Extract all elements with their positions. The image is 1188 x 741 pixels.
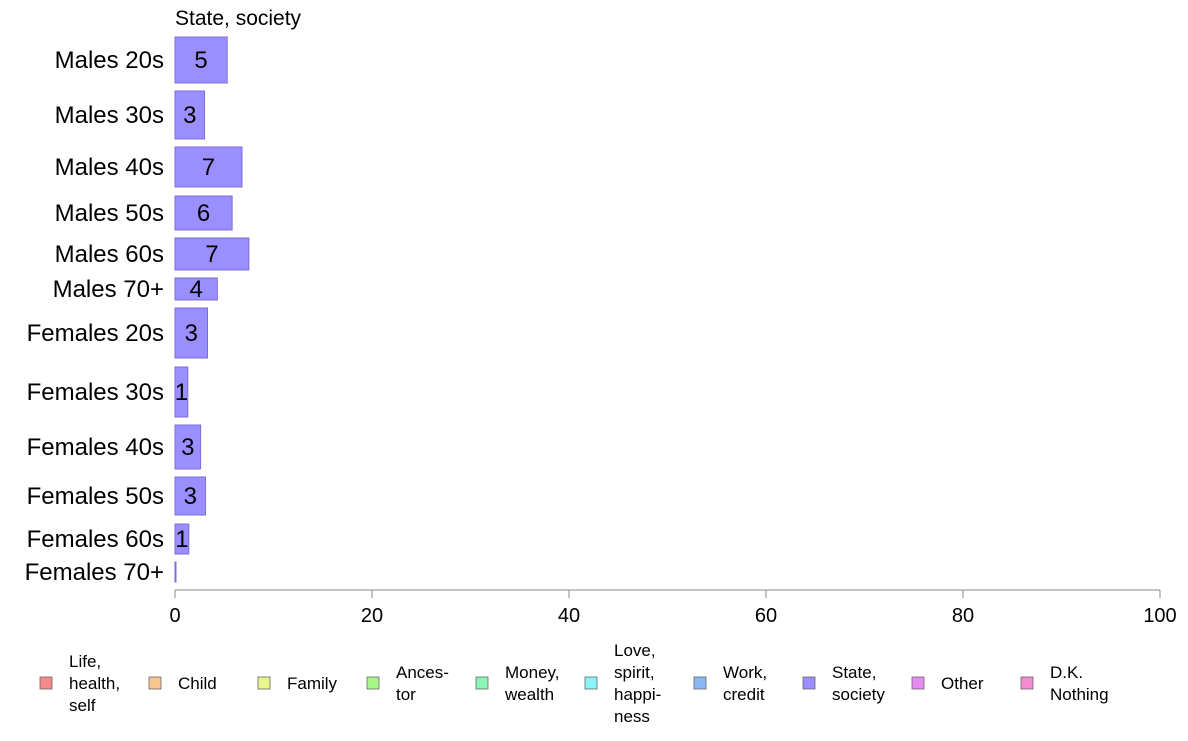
legend-label-line: Money, bbox=[505, 663, 560, 682]
x-tick-label: 100 bbox=[1143, 605, 1176, 627]
legend-label-line: happi- bbox=[614, 685, 661, 704]
legend-label: D.K. Nothing bbox=[1050, 663, 1109, 704]
legend-swatch bbox=[257, 676, 271, 690]
category-label: Males 20s bbox=[55, 47, 164, 74]
legend-label-line: Other bbox=[941, 674, 984, 693]
legend-label-line: ness bbox=[614, 707, 650, 726]
legend-label: Ances-tor bbox=[396, 663, 449, 704]
category-label: Females 60s bbox=[27, 526, 164, 553]
category-label: Females 50s bbox=[27, 483, 164, 510]
bar-value-label: 7 bbox=[202, 154, 215, 181]
bar bbox=[174, 237, 250, 271]
bar-value-label: 5 bbox=[194, 47, 207, 74]
category-label: Females 40s bbox=[27, 434, 164, 461]
bar bbox=[174, 366, 189, 418]
legend-label-line: spirit, bbox=[614, 663, 655, 682]
x-tick-label: 0 bbox=[169, 605, 180, 627]
legend-label-line: Life, bbox=[69, 652, 101, 671]
x-tick-label: 40 bbox=[558, 605, 580, 627]
legend-label-line: self bbox=[69, 696, 96, 715]
x-tick-label: 60 bbox=[755, 605, 777, 627]
bar-value-label: 3 bbox=[185, 320, 198, 347]
category-label: Females 70+ bbox=[25, 559, 164, 586]
legend-label-line: tor bbox=[396, 685, 416, 704]
legend: Life, health, self Child Family Ances-tor Mone… bbox=[39, 641, 1109, 726]
legend-label: Life, health, self bbox=[69, 652, 120, 715]
legend-swatch bbox=[1020, 676, 1034, 690]
legend-swatch bbox=[39, 676, 53, 690]
x-axis: 0 20 40 60 80 100 bbox=[169, 589, 1177, 627]
bar bbox=[174, 476, 207, 516]
bar bbox=[174, 561, 177, 583]
legend-label-line: credit bbox=[723, 685, 765, 704]
legend-label-line: health, bbox=[69, 674, 120, 693]
category-label: Males 30s bbox=[55, 102, 164, 129]
bar bbox=[174, 523, 190, 555]
bar-value-label: 1 bbox=[175, 379, 188, 406]
bar-value-label: 3 bbox=[183, 102, 196, 129]
legend-label: Family bbox=[287, 674, 338, 693]
bar-value-label: 7 bbox=[205, 241, 218, 268]
legend-swatch bbox=[475, 676, 489, 690]
bar-value-label: 3 bbox=[181, 434, 194, 461]
bar-value-label: 1 bbox=[175, 526, 188, 553]
chart-title: State, society bbox=[175, 7, 302, 30]
legend-label-line: society bbox=[832, 685, 885, 704]
bar bbox=[174, 36, 228, 84]
legend-label-line: wealth bbox=[504, 685, 554, 704]
bar-value-label: 3 bbox=[184, 483, 197, 510]
legend-swatch bbox=[693, 676, 707, 690]
legend-label-line: Child bbox=[178, 674, 217, 693]
bar-value-label: 6 bbox=[197, 200, 210, 227]
legend-label-line: Ances- bbox=[396, 663, 449, 682]
legend-label: Love, spirit, happi-ness bbox=[614, 641, 661, 726]
x-tick-label: 80 bbox=[952, 605, 974, 627]
legend-label-line: D.K. bbox=[1050, 663, 1083, 682]
legend-label-line: Family bbox=[287, 674, 338, 693]
legend-label: State, society bbox=[832, 663, 885, 704]
bar bbox=[174, 90, 206, 140]
x-tick-label: 20 bbox=[361, 605, 383, 627]
legend-label-line: State, bbox=[832, 663, 876, 682]
legend-label: Money, wealth bbox=[504, 663, 560, 704]
legend-swatch bbox=[911, 676, 925, 690]
category-label: Females 30s bbox=[27, 379, 164, 406]
category-label: Males 60s bbox=[55, 241, 164, 268]
legend-label: Work, credit bbox=[723, 663, 767, 704]
bar bbox=[174, 277, 218, 301]
legend-label-line: Love, bbox=[614, 641, 656, 660]
legend-swatch bbox=[148, 676, 162, 690]
bars-layer: Males 20s 5 Males 30s 3 Males 40s 7 Males 50s 6… bbox=[25, 36, 250, 586]
category-label: Males 50s bbox=[55, 200, 164, 227]
bar bbox=[174, 195, 233, 231]
legend-swatch bbox=[802, 676, 816, 690]
legend-label: Other bbox=[941, 674, 984, 693]
category-label: Males 40s bbox=[55, 154, 164, 181]
bar bbox=[174, 424, 202, 470]
legend-label-line: Nothing bbox=[1050, 685, 1109, 704]
legend-swatch bbox=[584, 676, 598, 690]
legend-label: Child bbox=[178, 674, 217, 693]
legend-swatch bbox=[366, 676, 380, 690]
category-label: Males 70+ bbox=[53, 276, 164, 303]
category-label: Females 20s bbox=[27, 320, 164, 347]
legend-label-line: Work, bbox=[723, 663, 767, 682]
bar bbox=[174, 146, 243, 188]
bar bbox=[174, 307, 209, 359]
bar-value-label: 4 bbox=[189, 276, 202, 303]
